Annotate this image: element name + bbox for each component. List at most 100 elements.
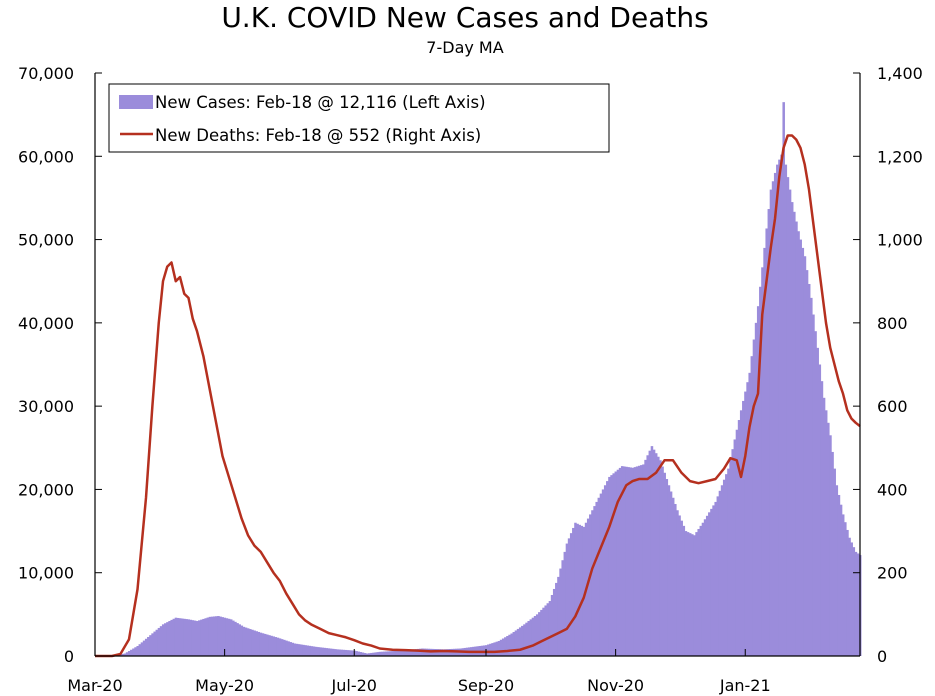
cases-bar	[691, 534, 694, 656]
cases-bar	[446, 649, 450, 656]
cases-bar	[776, 164, 779, 657]
cases-bar	[368, 653, 371, 656]
cases-bar	[444, 649, 448, 656]
right-tick-label: 200	[877, 564, 908, 583]
cases-bar	[399, 650, 403, 656]
cases-bar	[406, 649, 409, 656]
cases-bar	[714, 501, 717, 656]
cases-bar	[365, 653, 369, 656]
cases-bar	[380, 651, 384, 656]
cases-bar	[589, 514, 592, 656]
left-tick-label: 10,000	[18, 564, 74, 583]
cases-bar	[629, 467, 632, 656]
cases-bar	[402, 650, 405, 656]
cases-bar	[293, 643, 297, 656]
cases-bar	[497, 641, 501, 656]
cases-bar	[623, 466, 626, 656]
x-axis-ticks: Mar-20 May-20 Jul-20 Sep-20 Nov-20 Jan-21	[67, 649, 771, 695]
cases-bar	[790, 202, 794, 656]
cases-bar	[285, 640, 288, 656]
cases-bar	[742, 400, 745, 656]
cases-bar	[253, 630, 256, 656]
cases-bar	[372, 652, 375, 656]
cases-bar	[501, 638, 505, 656]
cases-bar	[153, 631, 156, 656]
cases-bar	[314, 646, 318, 656]
cases-bar	[527, 621, 530, 656]
cases-bar	[270, 635, 273, 656]
cases-bar	[839, 504, 843, 656]
cases-bar	[323, 647, 326, 656]
cases-bar	[529, 619, 533, 656]
cases-bar	[416, 648, 420, 656]
legend-swatch-cases	[119, 95, 153, 109]
cases-bar	[686, 532, 690, 656]
cases-bar	[627, 467, 630, 656]
cases-bar	[676, 510, 679, 656]
cases-bar	[565, 543, 569, 656]
cases-bar	[697, 528, 700, 656]
cases-bar	[782, 102, 785, 656]
cases-bar	[351, 650, 354, 656]
cases-bar	[633, 467, 637, 656]
cases-bar	[606, 481, 609, 656]
cases-bar	[278, 638, 282, 656]
cases-bar	[321, 647, 324, 656]
cases-bar	[198, 620, 201, 656]
cases-bar	[663, 472, 666, 656]
cases-bar	[280, 639, 284, 656]
cases-bar	[693, 535, 696, 656]
cases-bar	[733, 439, 737, 656]
cases-bar	[419, 648, 422, 656]
cases-bar	[848, 537, 851, 656]
cases-bar	[572, 527, 575, 656]
cases-bar	[820, 381, 824, 656]
cases-bar	[166, 622, 169, 656]
cases-bar	[756, 306, 760, 656]
cases-bar	[178, 618, 182, 656]
cases-bar	[531, 617, 535, 656]
cases-bar	[193, 620, 197, 656]
cases-bar	[631, 467, 635, 656]
cases-bar	[491, 643, 494, 656]
cases-bar	[550, 594, 554, 656]
cases-bar	[391, 651, 394, 656]
cases-bar	[506, 636, 509, 656]
cases-bar	[295, 643, 299, 656]
cases-bar	[720, 485, 724, 656]
cases-bar	[648, 450, 652, 656]
cases-bar	[610, 475, 613, 656]
cases-bar	[797, 231, 800, 657]
cases-bar	[302, 644, 305, 656]
cases-bar	[801, 247, 805, 656]
cases-bar	[246, 628, 250, 656]
cases-bar	[667, 485, 671, 656]
cases-bar	[317, 647, 320, 656]
cases-bar	[382, 651, 386, 656]
cases-bar	[810, 297, 813, 656]
cases-bar	[189, 619, 193, 656]
cases-bar	[737, 420, 741, 656]
cases-bar	[669, 491, 673, 656]
cases-bar	[385, 651, 388, 656]
cases-bar	[856, 553, 860, 656]
cases-bar	[232, 620, 235, 656]
cases-bar	[121, 653, 125, 656]
cases-bar	[359, 652, 363, 656]
cases-bar	[637, 465, 641, 656]
cases-bar	[342, 649, 346, 656]
cases-bar	[837, 494, 841, 656]
cases-bar	[852, 547, 856, 656]
cases-bar	[829, 435, 832, 656]
x-tick-label: Jan-21	[719, 676, 771, 695]
cases-bar	[705, 515, 709, 656]
cases-bar	[119, 654, 122, 656]
new-deaths-line	[95, 134, 861, 658]
left-tick-label: 0	[64, 647, 74, 666]
cases-bar	[200, 619, 203, 656]
cases-bar	[841, 514, 845, 656]
cases-bar	[164, 623, 167, 656]
cases-bar	[612, 473, 615, 656]
cases-bar	[765, 228, 768, 656]
cases-bar	[523, 624, 526, 656]
